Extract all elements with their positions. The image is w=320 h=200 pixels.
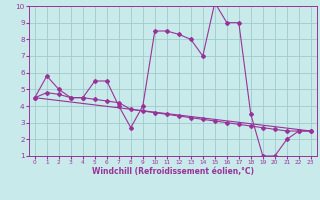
X-axis label: Windchill (Refroidissement éolien,°C): Windchill (Refroidissement éolien,°C) [92,167,254,176]
